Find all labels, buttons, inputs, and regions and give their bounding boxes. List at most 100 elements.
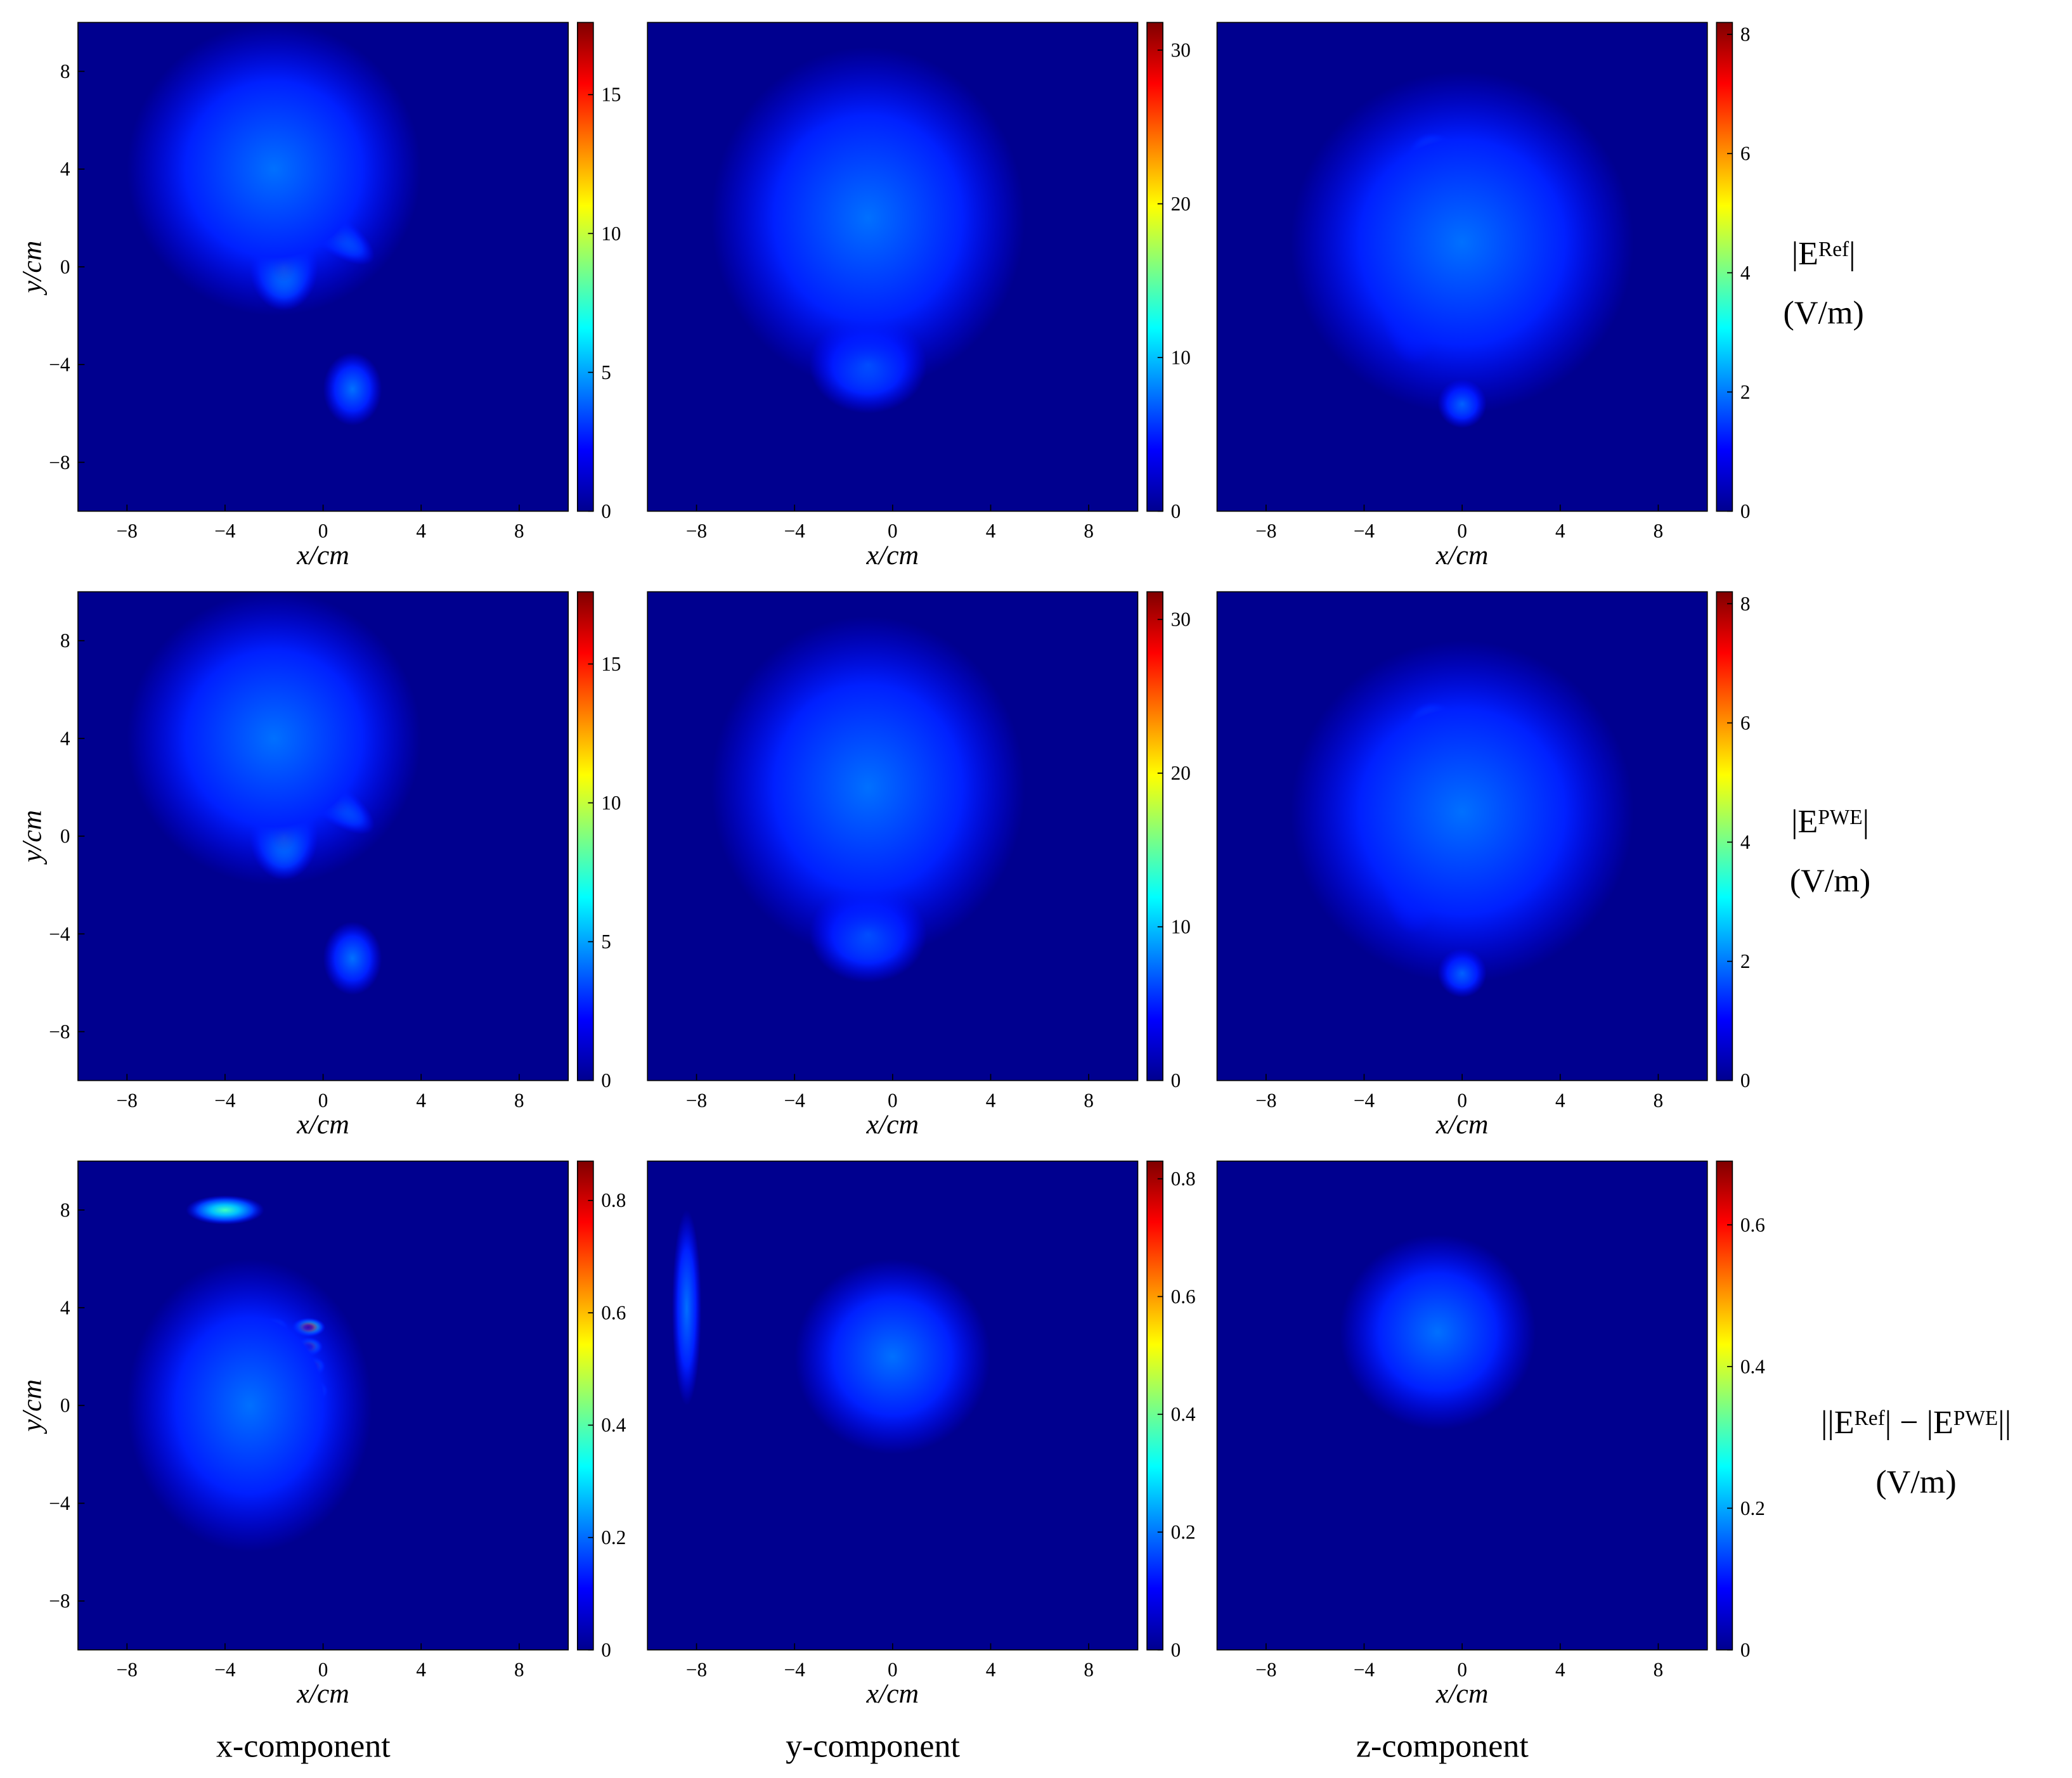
field-blob (127, 22, 422, 316)
colorbar-tick-label: 4 (1740, 831, 1751, 853)
x-tick-label: −4 (784, 1089, 806, 1111)
x-tick-label: 8 (1084, 1659, 1094, 1681)
colorbar-tick-label: 0.8 (1171, 1168, 1196, 1190)
colorbar-tick-label: 0.2 (1171, 1521, 1196, 1543)
colorbar-tick-label: 0 (1740, 500, 1751, 522)
colorbar-tick-label: 10 (1171, 916, 1191, 938)
colorbar-tick-label: 5 (601, 931, 611, 953)
x-tick-label: −8 (117, 1659, 138, 1681)
colorbar-tick-label: 4 (1740, 262, 1751, 284)
colorbar-tick-label: 0 (1740, 1069, 1751, 1092)
x-tick-label: 4 (1555, 520, 1565, 542)
x-tick-label: −4 (784, 520, 806, 542)
field-blob (711, 616, 1025, 958)
x-tick-label: −8 (686, 1089, 707, 1111)
colorbar-tick-label: 0.6 (1740, 1214, 1765, 1236)
x-tick-label: 4 (416, 1659, 426, 1681)
x-tick-label: 8 (1084, 1089, 1094, 1111)
heatmap-field (1217, 22, 1707, 512)
colorbar-tick-label: 0 (601, 500, 611, 522)
row-label: |EPWE| (1791, 804, 1869, 840)
colorbar-tick-label: 0 (601, 1069, 611, 1092)
row-label-part: |E (1791, 804, 1818, 840)
field-blob (186, 1195, 264, 1225)
y-tick-label: 8 (60, 60, 70, 82)
colorbar-tick-label: 20 (1171, 762, 1191, 784)
x-tick-label: 8 (514, 520, 524, 542)
row-label-superscript: Ref (1855, 1407, 1886, 1430)
x-tick-label: −4 (784, 1659, 806, 1681)
x-tick-label: 8 (1654, 1659, 1664, 1681)
x-tick-label: 4 (986, 1089, 996, 1111)
row-label-part: | (1849, 236, 1855, 272)
colorbar-tick-label: 10 (601, 792, 621, 814)
column-label: y-component (786, 1729, 960, 1765)
colorbar-tick-label: 0 (1171, 500, 1181, 522)
x-tick-label: 0 (1457, 520, 1467, 542)
x-tick-label: 0 (888, 1659, 898, 1681)
colorbar-tick-label: 0.4 (1171, 1403, 1196, 1426)
x-tick-label: 0 (318, 1089, 328, 1111)
field-blob (1290, 71, 1634, 414)
heatmap-field (1217, 1161, 1707, 1650)
x-tick-label: 0 (888, 520, 898, 542)
y-axis-label: y/cm (17, 1379, 48, 1434)
colorbar-tick-label: 8 (1740, 23, 1751, 46)
x-tick-label: −8 (686, 1659, 707, 1681)
colorbar-tick-label: 0 (601, 1639, 611, 1661)
field-blob (671, 1209, 702, 1406)
row-label-superscript: PWE (1953, 1407, 1998, 1430)
y-tick-label: −8 (49, 1590, 70, 1612)
x-axis-label: x/cm (296, 1109, 349, 1140)
row-label-unit: (V/m) (1784, 295, 1864, 332)
colorbar-tick-label: 2 (1740, 381, 1751, 403)
y-tick-label: −4 (49, 354, 70, 376)
heatmap-field (77, 22, 569, 512)
x-axis-label: x/cm (1435, 1109, 1489, 1140)
y-tick-label: 0 (60, 255, 70, 278)
colorbar (1716, 591, 1733, 1081)
x-tick-label: 0 (1457, 1659, 1467, 1681)
x-axis-label: x/cm (866, 1109, 919, 1140)
x-tick-label: −4 (214, 1659, 236, 1681)
x-tick-label: 4 (1555, 1659, 1565, 1681)
x-tick-label: 8 (514, 1659, 524, 1681)
colorbar (576, 1160, 594, 1651)
x-tick-label: 8 (514, 1089, 524, 1111)
field-blob (794, 1259, 991, 1455)
x-tick-label: 8 (1654, 520, 1664, 542)
colorbar-tick-label: 0.6 (601, 1302, 626, 1324)
colorbar-tick-label: 0.6 (1171, 1285, 1196, 1308)
y-tick-label: 0 (60, 1395, 70, 1417)
colorbar-tick-label: 0.2 (1740, 1497, 1765, 1519)
y-axis-label: y/cm (17, 810, 48, 865)
x-tick-label: −8 (1255, 1659, 1276, 1681)
colorbar-tick-label: 0 (1740, 1639, 1751, 1661)
y-tick-label: −8 (49, 1021, 70, 1043)
x-tick-label: −8 (686, 520, 707, 542)
row-label-part: |E (1792, 236, 1818, 272)
field-blob (323, 352, 382, 426)
colorbar-tick-label: 15 (601, 84, 621, 106)
x-tick-label: −8 (117, 1089, 138, 1111)
x-tick-label: 0 (1457, 1089, 1467, 1111)
colorbar-tick-label: 6 (1740, 143, 1751, 165)
y-tick-label: −4 (49, 1492, 70, 1514)
y-tick-label: 8 (60, 1199, 70, 1221)
field-blob (127, 1259, 372, 1552)
x-tick-label: 0 (318, 1659, 328, 1681)
y-axis-label: y/cm (17, 241, 48, 296)
y-tick-label: −4 (49, 923, 70, 945)
colorbar-tick-label: 0 (1171, 1639, 1181, 1661)
colorbar (576, 591, 594, 1081)
y-tick-label: −8 (49, 451, 70, 473)
y-tick-label: 8 (60, 629, 70, 652)
colorbar-tick-label: 0.4 (601, 1414, 626, 1436)
x-tick-label: 4 (986, 1659, 996, 1681)
x-tick-label: −4 (214, 1089, 236, 1111)
heatmap-field (647, 1161, 1138, 1650)
field-blob (1339, 1234, 1536, 1430)
x-tick-label: 4 (416, 1089, 426, 1111)
x-tick-label: −8 (117, 520, 138, 542)
colorbar-tick-label: 0.8 (601, 1189, 626, 1211)
